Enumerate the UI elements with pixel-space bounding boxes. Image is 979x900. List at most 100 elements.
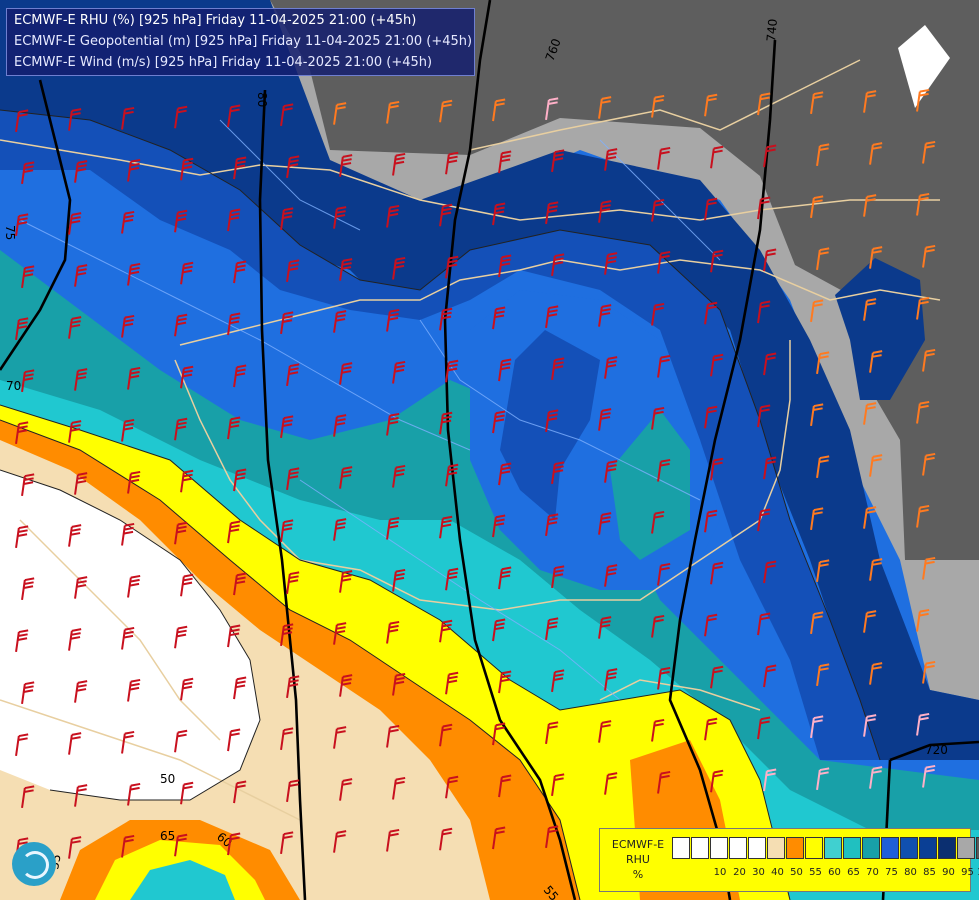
wind-barb [816, 455, 830, 479]
wind-barb [74, 784, 88, 807]
wind-barb [68, 524, 82, 547]
wind-barb [439, 307, 453, 331]
wind-barb [386, 412, 400, 436]
wind-barb [492, 514, 506, 538]
wind-barb [339, 466, 353, 489]
wind-barb [545, 513, 559, 537]
wind-barb [763, 456, 777, 480]
contour-label: 70 [6, 379, 21, 393]
wind-barb [15, 109, 29, 133]
wind-barb [333, 414, 347, 437]
wind-barb [439, 827, 453, 851]
wind-barb [227, 104, 241, 128]
wind-barb [551, 773, 565, 797]
wind-barb [763, 144, 777, 168]
legend-tick-label: 95 [961, 867, 974, 878]
wind-barb [233, 260, 247, 284]
wind-barb [233, 572, 247, 596]
wind-barb [386, 620, 400, 644]
wind-barb [280, 415, 294, 439]
wind-barb [869, 558, 883, 581]
wind-barb [233, 780, 247, 804]
wind-barb [280, 519, 294, 543]
legend-swatch [843, 837, 861, 859]
wind-barb [657, 146, 671, 170]
wind-barb [763, 664, 777, 688]
wind-barb [598, 720, 612, 743]
legend-tick-label: 55 [809, 867, 822, 878]
wind-barb [492, 722, 506, 746]
wind-barb [816, 559, 830, 583]
wind-barb [863, 610, 877, 633]
wind-barb [922, 348, 936, 372]
rhu-90-fill [0, 0, 979, 760]
contour-label: 80 [255, 92, 269, 107]
wind-barb [227, 728, 241, 752]
wind-barb [227, 520, 241, 544]
wind-barb [174, 625, 188, 649]
wind-barb [604, 668, 618, 691]
wind-barb [545, 305, 559, 329]
wind-barb [545, 409, 559, 433]
rhu-95-fill [270, 0, 979, 700]
wind-barb [121, 522, 135, 546]
wind-barb [545, 617, 559, 641]
wind-barb [333, 206, 347, 229]
rhu-85-core [500, 330, 600, 520]
contour-label: 55 [541, 883, 562, 900]
wind-barb [68, 732, 82, 755]
wind-barb [810, 715, 824, 739]
wind-barb [598, 408, 612, 431]
wind-barb [127, 366, 141, 390]
wind-barb [68, 836, 82, 859]
wind-barb [863, 194, 877, 217]
legend-title-model: ECMWF-E [611, 838, 665, 851]
wind-barb [810, 299, 824, 323]
legend-swatch [824, 837, 842, 859]
wind-barb [286, 779, 300, 803]
wind-barb [180, 469, 194, 493]
wind-barb [386, 204, 400, 228]
wind-barb [280, 207, 294, 231]
wind-barb [15, 629, 29, 653]
wind-barb [869, 350, 883, 373]
rhu-contour-lines [0, 109, 881, 900]
wind-barb [74, 160, 88, 183]
wind-barb [710, 561, 724, 585]
wind-barb [922, 244, 936, 268]
wind-barb [863, 506, 877, 529]
wind-barb [339, 258, 353, 281]
wind-barb [180, 677, 194, 701]
wind-barb [233, 468, 247, 492]
wind-barb [710, 353, 724, 377]
wind-barb [333, 726, 347, 749]
wind-barb [651, 718, 665, 742]
wind-barb [280, 727, 294, 751]
wind-barb [498, 566, 512, 590]
wind-barb [439, 203, 453, 227]
wind-barb [180, 365, 194, 389]
wind-barb [704, 197, 718, 221]
wind-barb [863, 402, 877, 425]
legend-title-unit: % [632, 868, 644, 881]
wind-barb [704, 717, 718, 741]
header-wind-line: ECMWF-E Wind (m/s) [925 hPa] Friday 11-0… [14, 55, 433, 70]
wind-barb [121, 626, 135, 650]
legend-swatch [691, 837, 709, 859]
wind-barb [863, 298, 877, 321]
wind-barb [810, 611, 824, 635]
rhu-bl-cyan [130, 860, 235, 900]
wind-barb [922, 452, 936, 476]
wind-barb [15, 317, 29, 341]
wind-barb [286, 259, 300, 283]
ecmwf-logo [12, 842, 56, 886]
wind-barb [810, 507, 824, 531]
wind-barb [598, 200, 612, 223]
wind-barb [15, 525, 29, 549]
wind-barb [386, 724, 400, 748]
contour-label: 720 [925, 743, 948, 757]
wind-barb [333, 102, 347, 125]
legend-swatch [786, 837, 804, 859]
